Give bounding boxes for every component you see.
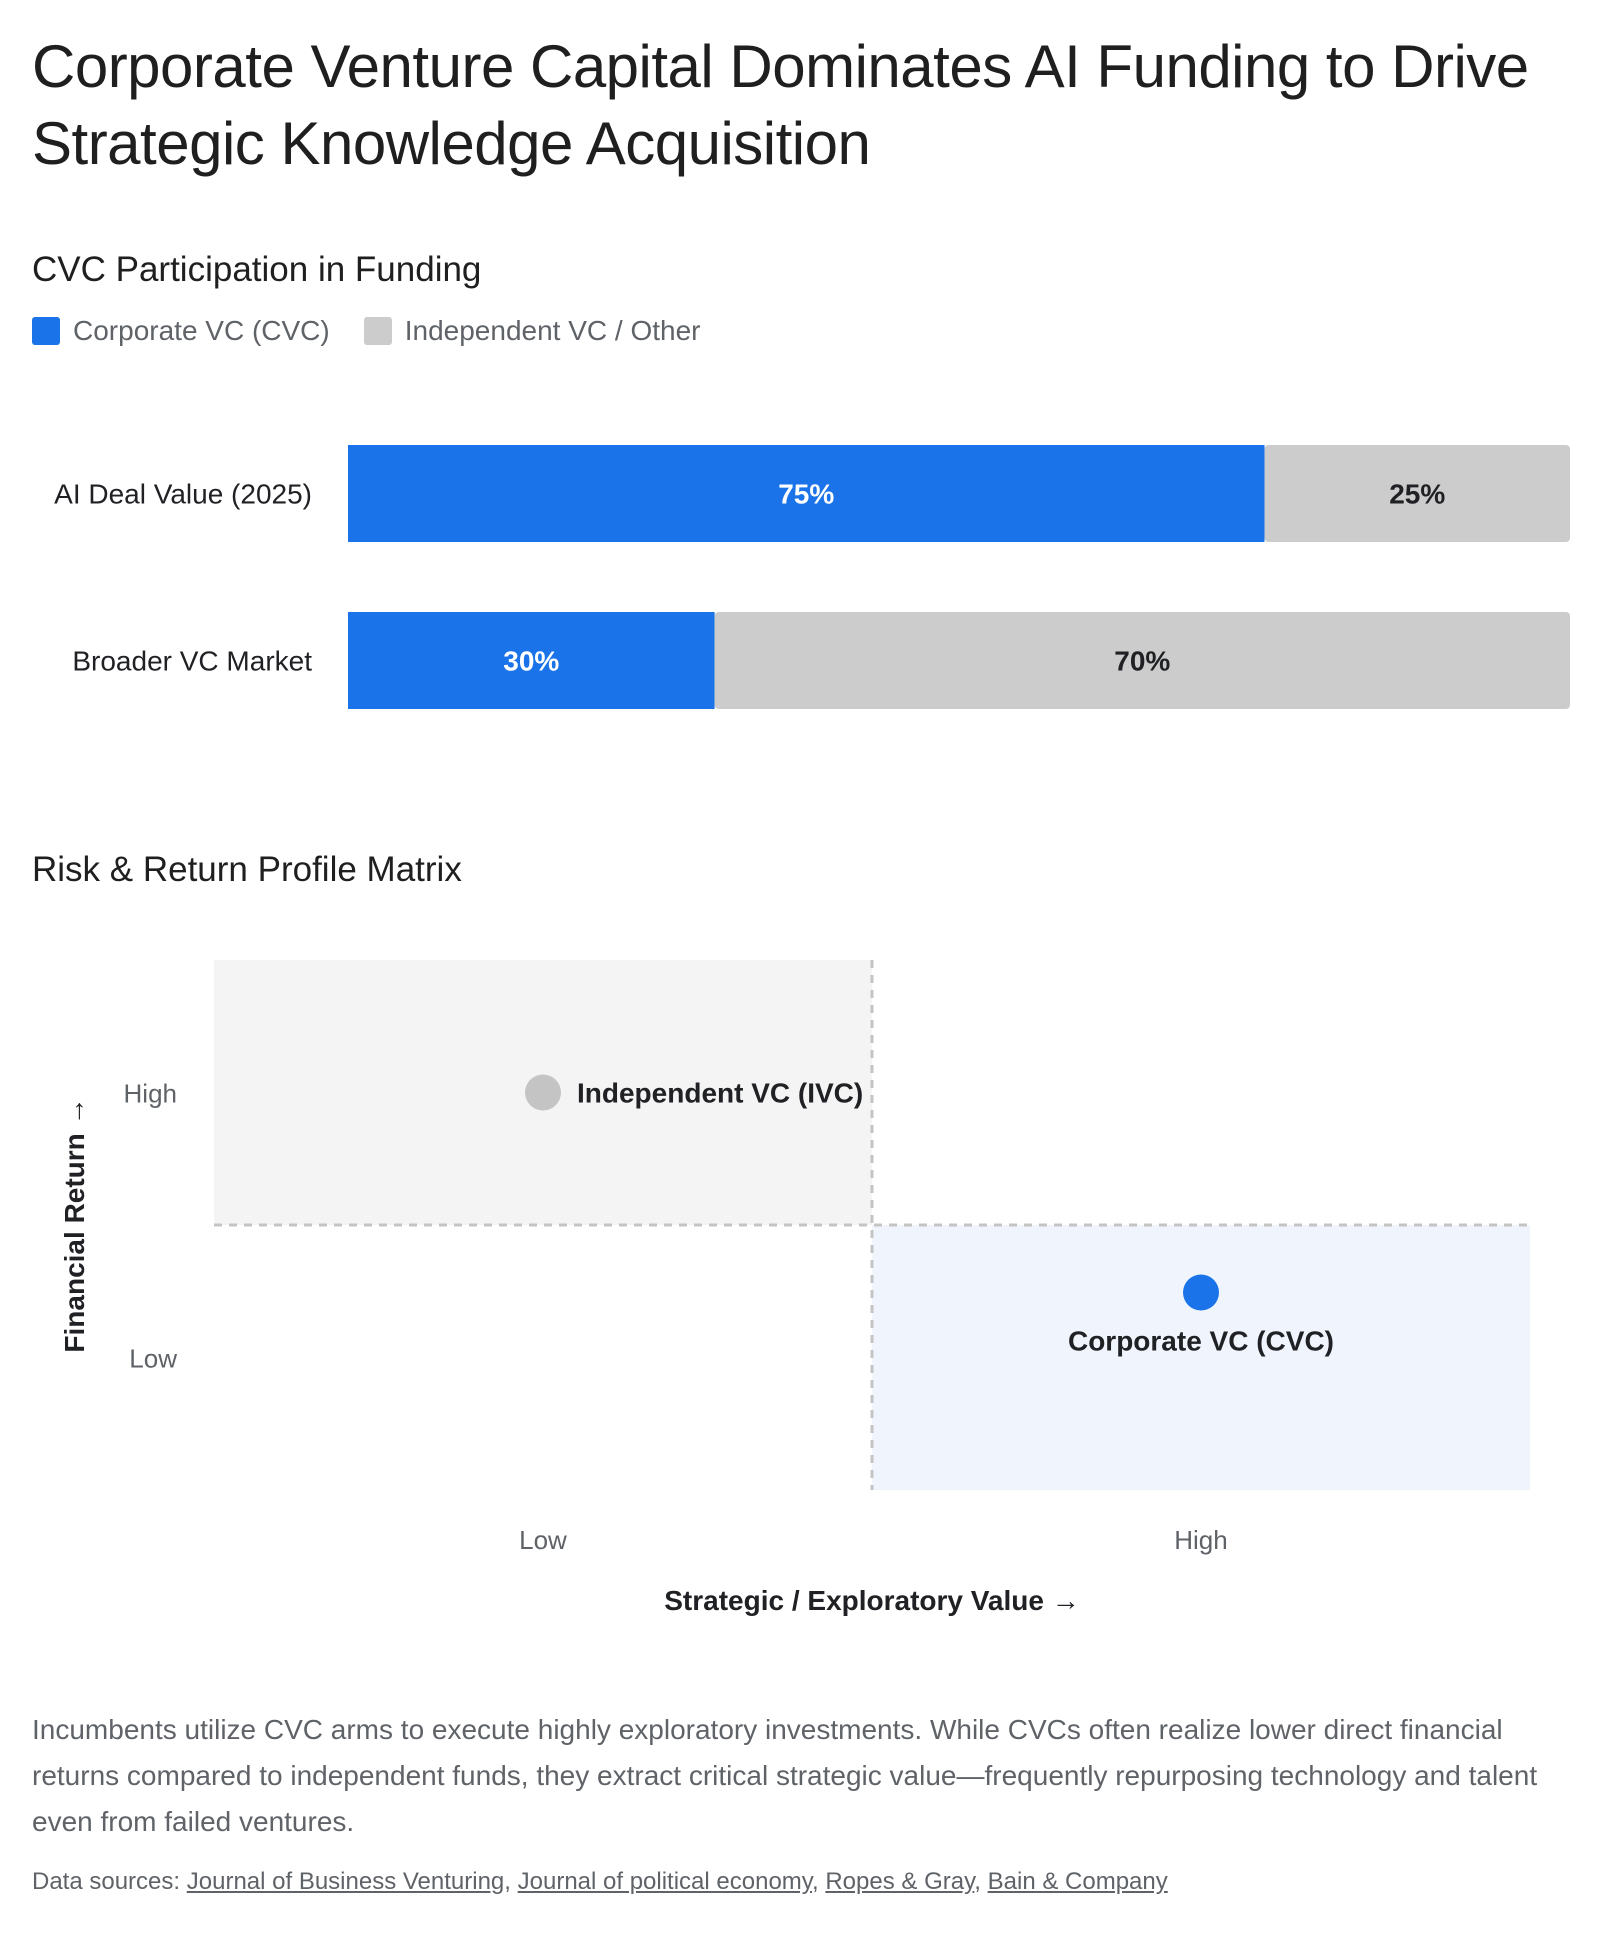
- y-tick-label: Low: [129, 1344, 177, 1374]
- source-link-bain[interactable]: Bain & Company: [987, 1868, 1168, 1895]
- legend-swatch-cvc: [32, 317, 60, 345]
- sources-label: Data sources:: [32, 1868, 181, 1895]
- y-axis-label: Financial Return →: [59, 1097, 90, 1352]
- point-label-corporate-vc: Corporate VC (CVC): [1068, 1326, 1334, 1357]
- bar-value-label: 75%: [778, 479, 834, 510]
- x-axis-label: Strategic / Exploratory Value →: [664, 1585, 1079, 1616]
- data-sources: Data sources: Journal of Business Ventur…: [32, 1868, 1168, 1895]
- bar-segment-cvc: [348, 445, 1265, 542]
- bar-category-label: Broader VC Market: [72, 646, 312, 677]
- source-link-jpe[interactable]: Journal of political economy: [517, 1868, 812, 1895]
- summary-text: Incumbents utilize CVC arms to execute h…: [32, 1714, 1538, 1837]
- source-link-jbv[interactable]: Journal of Business Venturing: [186, 1868, 505, 1895]
- legend-label-cvc: Corporate VC (CVC): [73, 315, 330, 346]
- matrix-chart: High Low Low High Strategic / Exploratory Va…: [59, 960, 1530, 1616]
- y-tick-label: High: [124, 1079, 177, 1109]
- matrix-chart-title: Risk & Return Profile Matrix: [32, 850, 462, 889]
- point-corporate-vc: [1183, 1274, 1219, 1311]
- legend-item-cvc: Corporate VC (CVC): [32, 315, 330, 347]
- bar-value-label: 30%: [503, 646, 559, 677]
- bar-segment-other: [1264, 445, 1570, 542]
- x-tick-label: Low: [519, 1525, 567, 1555]
- legend-item-other: Independent VC / Other: [363, 315, 701, 347]
- quadrant-high-strategic-low-return: [872, 1225, 1530, 1490]
- legend-label-other: Independent VC / Other: [404, 315, 701, 346]
- legend-swatch-other: [363, 317, 392, 345]
- bar-chart: AI Deal Value (2025) 75% 25% Broader VC Mar…: [54, 445, 1570, 709]
- bar-value-label: 25%: [1389, 479, 1445, 510]
- bar-value-label: 70%: [1114, 646, 1170, 677]
- bar-segment-cvc: [348, 612, 715, 709]
- point-label-independent-vc: Independent VC (IVC): [577, 1078, 863, 1109]
- legend: Corporate VC (CVC) Independent VC / Othe…: [32, 313, 734, 349]
- bar-chart-title: CVC Participation in Funding: [32, 250, 482, 289]
- point-independent-vc: [525, 1074, 561, 1111]
- bar-segment-other: [714, 612, 1570, 709]
- bar-category-label: AI Deal Value (2025): [54, 479, 312, 510]
- page-title: Corporate Venture Capital Dominates AI F…: [32, 33, 1529, 177]
- x-tick-label: High: [1174, 1525, 1227, 1555]
- source-link-ropes-gray[interactable]: Ropes & Gray: [825, 1868, 975, 1895]
